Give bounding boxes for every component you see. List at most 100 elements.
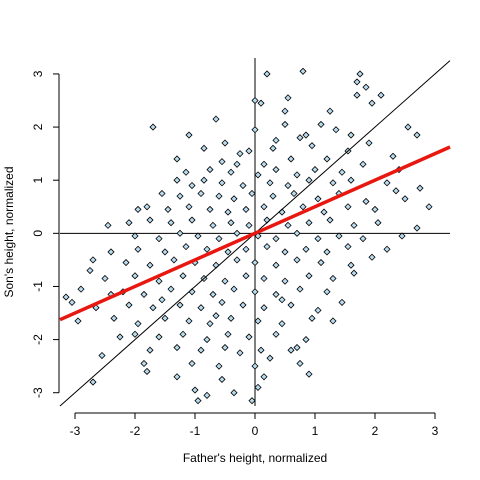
data-point (269, 192, 277, 200)
data-point (224, 208, 232, 216)
data-point (176, 192, 184, 200)
data-point (383, 245, 391, 253)
data-point (311, 166, 319, 174)
data-point (251, 288, 259, 296)
data-point (134, 245, 142, 253)
data-point (404, 123, 412, 131)
data-point (272, 235, 280, 243)
data-point (290, 189, 298, 198)
data-point (131, 272, 139, 280)
data-point (278, 296, 286, 304)
data-point (221, 139, 229, 147)
data-point (314, 306, 322, 314)
data-point (182, 243, 190, 251)
data-point (263, 70, 271, 78)
y-tick-label: -2 (31, 334, 45, 345)
data-point (284, 181, 292, 190)
data-point (254, 317, 262, 325)
data-point (260, 274, 268, 283)
data-point (344, 243, 352, 251)
data-point (77, 285, 85, 293)
data-point (167, 285, 175, 293)
data-point (281, 107, 289, 115)
data-point (179, 330, 187, 338)
data-point (362, 83, 370, 91)
x-tick-label: -2 (130, 424, 141, 438)
data-point (224, 248, 232, 256)
data-point (299, 203, 307, 211)
data-point (347, 176, 355, 184)
data-point (209, 290, 217, 298)
data-point (269, 144, 277, 152)
data-point (200, 144, 208, 152)
data-point (218, 375, 226, 384)
data-point (194, 397, 202, 405)
data-point (215, 362, 223, 370)
data-point (206, 205, 214, 213)
data-point (296, 359, 304, 368)
data-point (254, 171, 262, 179)
data-point (278, 320, 286, 328)
data-point (188, 181, 196, 190)
y-tick-label: 0 (31, 230, 45, 237)
data-point (251, 362, 259, 370)
data-point (272, 290, 280, 298)
data-point (116, 333, 124, 341)
data-point (251, 258, 259, 267)
data-point (293, 256, 301, 264)
data-point (338, 298, 346, 306)
data-point (173, 176, 181, 184)
data-point (182, 168, 190, 176)
data-point (323, 288, 331, 296)
data-point (362, 197, 370, 206)
data-point (110, 314, 118, 322)
data-point (146, 261, 154, 269)
x-tick-label: 2 (372, 424, 379, 438)
data-point (131, 330, 139, 338)
data-point (272, 330, 280, 338)
data-point (254, 383, 262, 391)
data-point (323, 155, 331, 163)
data-point (401, 195, 409, 203)
data-point (227, 168, 235, 176)
y-axis-title: Son's height, normalized (2, 166, 16, 297)
data-point (302, 336, 310, 344)
data-point (347, 131, 355, 139)
data-point (203, 336, 211, 344)
data-point (260, 203, 268, 211)
regression-line (59, 145, 451, 322)
data-point (377, 91, 385, 99)
data-point (413, 224, 421, 232)
data-point (203, 391, 211, 399)
data-point (218, 298, 226, 306)
data-point (272, 136, 280, 144)
data-point (134, 320, 142, 328)
data-point (242, 272, 250, 280)
data-point (104, 221, 112, 229)
data-point (185, 317, 193, 325)
data-point (353, 91, 361, 99)
data-point (122, 258, 130, 267)
data-point (329, 274, 337, 283)
data-point (143, 203, 151, 211)
data-point (326, 107, 334, 115)
data-point (173, 343, 181, 352)
data-point (359, 160, 367, 168)
data-point (329, 179, 337, 187)
y-tick-label: -3 (31, 387, 45, 398)
data-point (245, 333, 253, 341)
data-point (140, 359, 148, 368)
data-point (185, 203, 193, 211)
points-layer (62, 67, 433, 405)
data-point (86, 266, 94, 275)
data-point (209, 221, 217, 229)
data-point (320, 208, 328, 216)
data-point (107, 248, 115, 256)
data-point (146, 216, 154, 224)
data-point (347, 261, 355, 269)
data-point (158, 296, 166, 304)
data-point (272, 261, 280, 269)
data-point (218, 179, 226, 187)
data-point (215, 235, 223, 243)
